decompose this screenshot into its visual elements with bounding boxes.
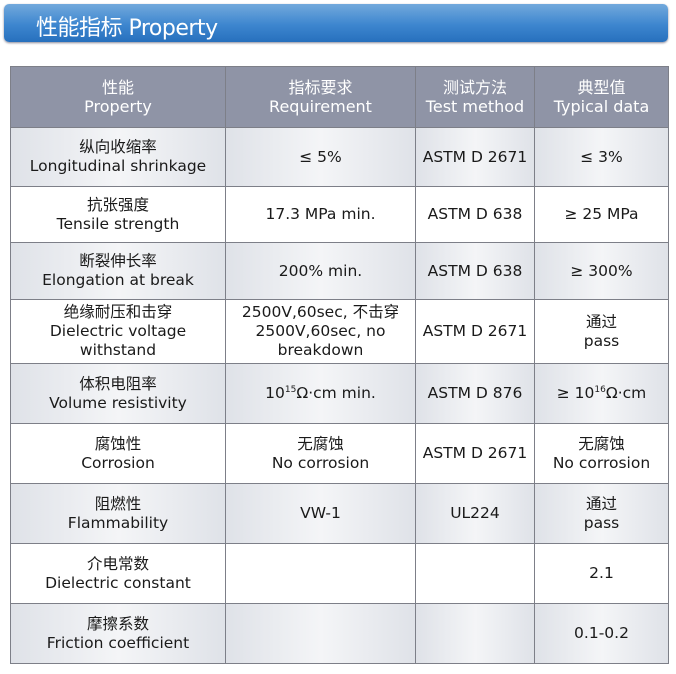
method-cell <box>415 543 535 604</box>
table-row: 体积电阻率 Volume resistivity 1015Ω·cm min. AS… <box>10 363 669 424</box>
table-row: 阻燃性 Flammability VW-1 UL224 通过 pass <box>10 483 669 544</box>
method-cell: ASTM D 2671 <box>415 127 535 187</box>
typical-cell: 2.1 <box>534 543 669 604</box>
method-cell: UL224 <box>415 483 535 544</box>
section-title: 性能指标 Property <box>36 16 218 41</box>
property-cell: 抗张强度 Tensile strength <box>10 186 226 243</box>
requirement-cell: VW-1 <box>225 483 416 544</box>
property-cell: 纵向收缩率 Longitudinal shrinkage <box>10 127 226 187</box>
typical-cell: 0.1-0.2 <box>534 603 669 664</box>
table-row: 绝缘耐压和击穿 Dielectric voltage withstand 2500… <box>10 299 669 364</box>
typical-cell: ≤ 3% <box>534 127 669 187</box>
method-cell <box>415 603 535 664</box>
requirement-cell: 2500V,60sec, 不击穿 2500V,60sec, no breakdow… <box>225 299 416 364</box>
typical-cell: 无腐蚀 No corrosion <box>534 423 669 484</box>
header-requirement: 指标要求 Requirement <box>225 66 416 128</box>
method-cell: ASTM D 876 <box>415 363 535 424</box>
table-row: 摩擦系数 Friction coefficient 0.1-0.2 <box>10 603 669 664</box>
method-cell: ASTM D 2671 <box>415 299 535 364</box>
table-row: 腐蚀性 Corrosion 无腐蚀 No corrosion ASTM D 2671… <box>10 423 669 484</box>
property-table: 性能 Property 指标要求 Requirement 测试方法 Test meth… <box>10 66 669 664</box>
typical-cell: 通过 pass <box>534 299 669 364</box>
property-cell: 摩擦系数 Friction coefficient <box>10 603 226 664</box>
requirement-cell: 200% min. <box>225 242 416 300</box>
method-cell: ASTM D 638 <box>415 242 535 300</box>
header-property: 性能 Property <box>10 66 226 128</box>
requirement-cell <box>225 603 416 664</box>
requirement-cell: 无腐蚀 No corrosion <box>225 423 416 484</box>
table-row: 纵向收缩率 Longitudinal shrinkage ≤ 5% ASTM D … <box>10 127 669 187</box>
method-cell: ASTM D 2671 <box>415 423 535 484</box>
table-row: 抗张强度 Tensile strength 17.3 MPa min. ASTM … <box>10 186 669 243</box>
header-typical-data: 典型值 Typical data <box>534 66 669 128</box>
typical-cell: ≥ 25 MPa <box>534 186 669 243</box>
typical-cell: ≥ 300% <box>534 242 669 300</box>
method-cell: ASTM D 638 <box>415 186 535 243</box>
property-cell: 介电常数 Dielectric constant <box>10 543 226 604</box>
section-title-banner: 性能指标 Property <box>4 4 668 42</box>
requirement-cell: ≤ 5% <box>225 127 416 187</box>
table-row: 断裂伸长率 Elongation at break 200% min. ASTM … <box>10 242 669 300</box>
header-row: 性能 Property 指标要求 Requirement 测试方法 Test meth… <box>10 66 669 128</box>
property-cell: 腐蚀性 Corrosion <box>10 423 226 484</box>
property-cell: 体积电阻率 Volume resistivity <box>10 363 226 424</box>
requirement-cell: 17.3 MPa min. <box>225 186 416 243</box>
requirement-cell: 1015Ω·cm min. <box>225 363 416 424</box>
requirement-cell <box>225 543 416 604</box>
typical-cell: 通过 pass <box>534 483 669 544</box>
table-row: 介电常数 Dielectric constant 2.1 <box>10 543 669 604</box>
property-cell: 断裂伸长率 Elongation at break <box>10 242 226 300</box>
typical-cell: ≥ 1016Ω·cm <box>534 363 669 424</box>
property-cell: 阻燃性 Flammability <box>10 483 226 544</box>
header-test-method: 测试方法 Test method <box>415 66 535 128</box>
property-cell: 绝缘耐压和击穿 Dielectric voltage withstand <box>10 299 226 364</box>
